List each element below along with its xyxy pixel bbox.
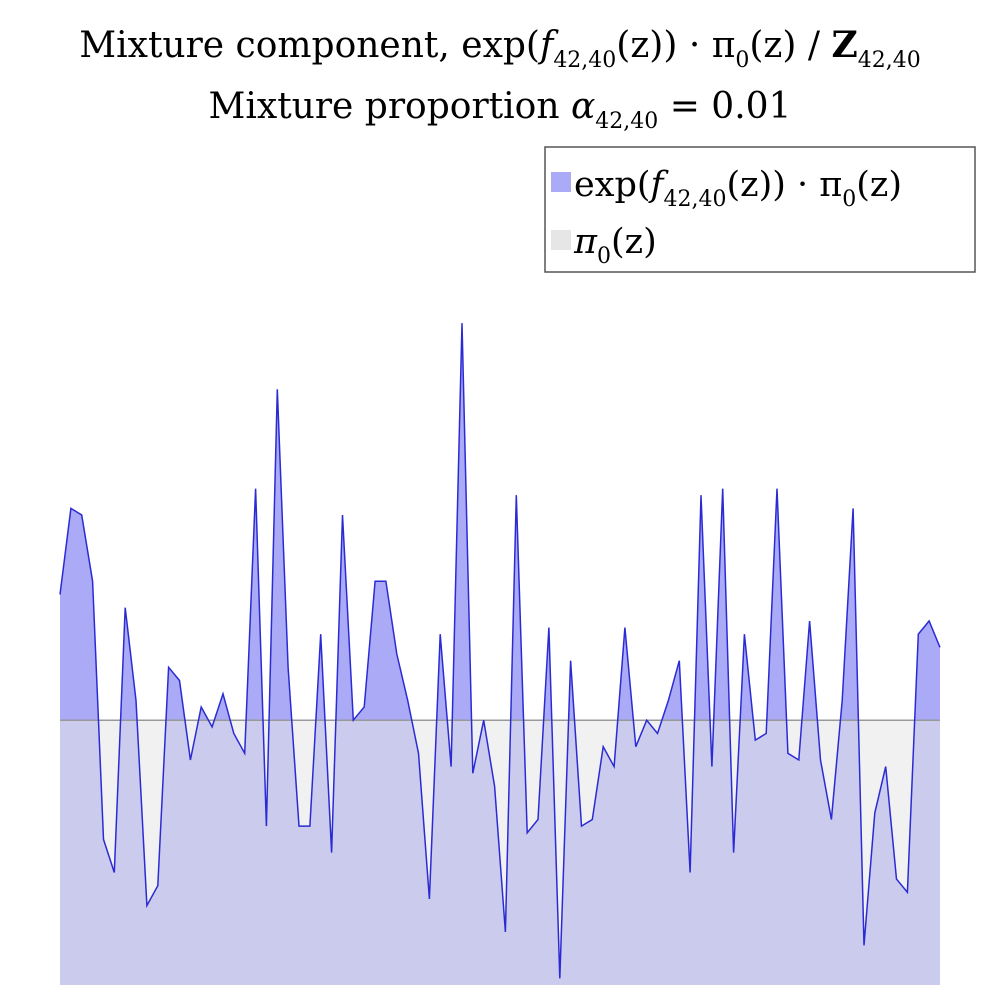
- legend-box: [544, 146, 976, 273]
- plot-area: [59, 323, 941, 986]
- component-line: [59, 323, 941, 979]
- chart-title-line2: Mixture proportion α42,40 = 0.01: [209, 86, 792, 134]
- legend-swatch-component: [551, 172, 571, 192]
- legend-label-component: exp(f42,40(z)) · π0(z): [574, 165, 902, 212]
- legend: exp(f42,40(z)) · π0(z) π0(z): [544, 146, 976, 273]
- legend-swatch-base: [551, 230, 571, 250]
- chart-title-line1: Mixture component, exp(f42,40(z)) · π0(z…: [79, 24, 920, 73]
- legend-label-base: π0(z): [573, 222, 657, 269]
